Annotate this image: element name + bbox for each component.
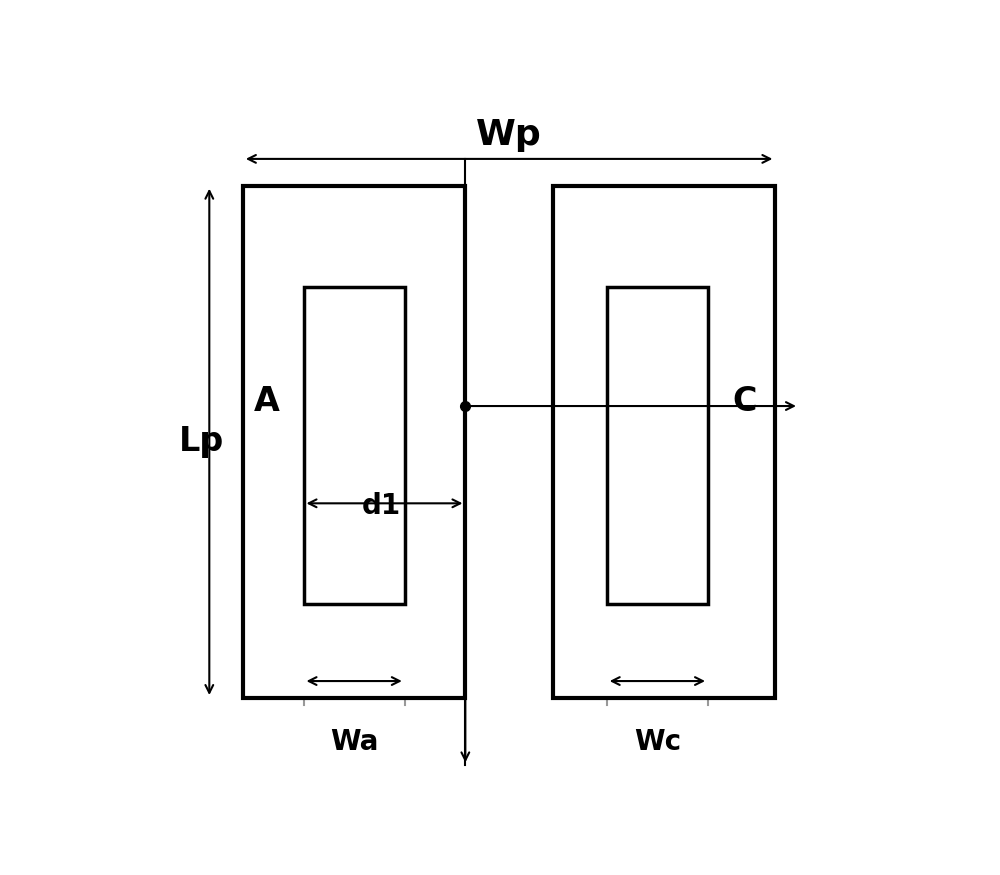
Text: Lp: Lp [179, 425, 224, 458]
Bar [304, 287, 405, 604]
Text: Wp: Wp [476, 118, 542, 152]
Text: Wc: Wc [634, 728, 681, 756]
Bar [607, 287, 708, 604]
Text: d1: d1 [362, 492, 401, 520]
Text: Wa: Wa [330, 728, 378, 756]
Text: C: C [733, 385, 757, 418]
Bar [553, 186, 775, 698]
Bar [243, 186, 465, 698]
Text: A: A [254, 385, 280, 418]
